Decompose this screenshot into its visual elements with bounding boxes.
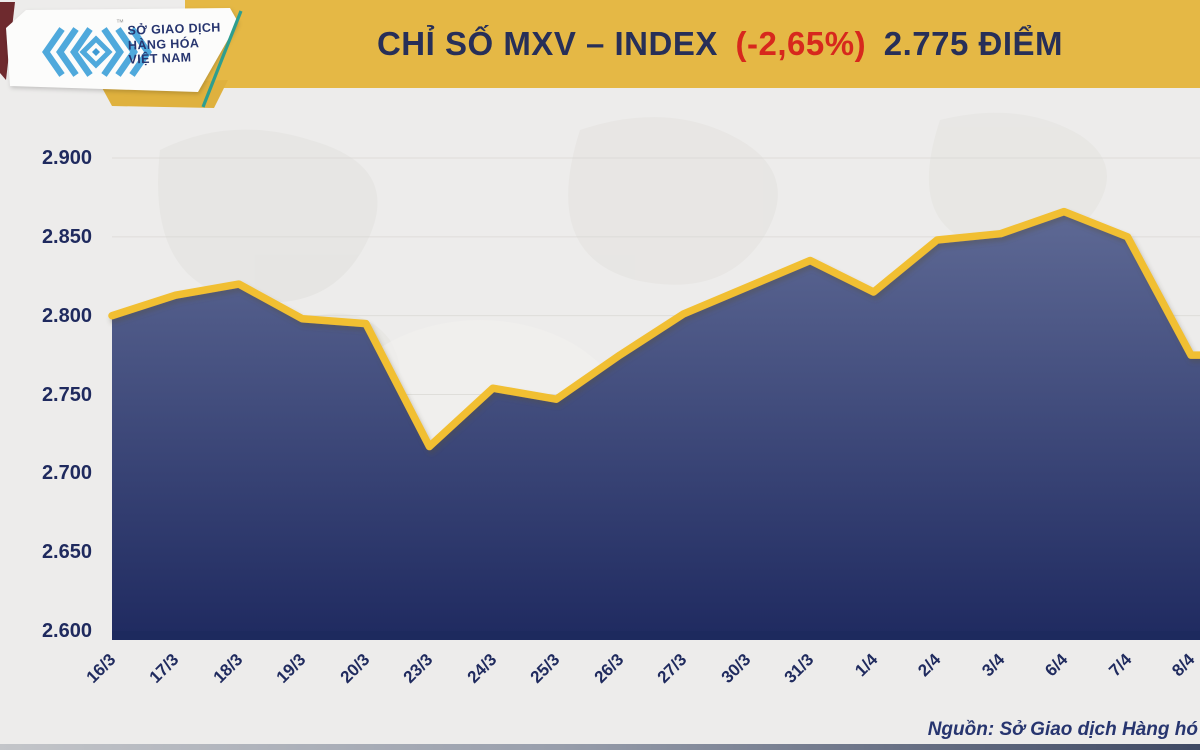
source-caption: Nguồn: Sở Giao dịch Hàng hó	[927, 719, 1198, 740]
trademark-symbol: ™	[115, 17, 125, 28]
title-text: CHỈ SỐ MXV – INDEX	[376, 25, 718, 62]
index-line	[108, 207, 1200, 451]
x-axis-baseline	[112, 631, 1200, 640]
y-axis-tick-label: 2.900	[41, 147, 92, 169]
y-axis-tick-label: 2.600	[41, 620, 92, 642]
y-axis-tick-label: 2.700	[41, 462, 92, 485]
header-banner: CHỈ SỐ MXV – INDEX (-2,65%) 2.775 ĐIỂM	[185, 0, 1200, 88]
page-title: CHỈ SỐ MXV – INDEX (-2,65%) 2.775 ĐIỂM	[377, 25, 1063, 63]
mxv-logo: ™ SỞ GIAO DỊCH HÀNG HÓA VIỆT NAM	[0, 0, 250, 115]
area-fill	[112, 211, 1200, 631]
logo-text: SỞ GIAO DỊCH HÀNG HÓA VIỆT NAM	[127, 20, 222, 67]
bottom-bar	[0, 744, 1200, 750]
y-axis-tick-label: 2.850	[41, 225, 92, 248]
title-points-value: 2.775 ĐIỂM	[883, 25, 1064, 62]
mxv-logo-icon	[42, 27, 152, 77]
teal-accent-line	[201, 10, 243, 108]
y-axis-tick-label: 2.800	[41, 304, 92, 327]
y-axis-tick-label: 2.650	[41, 541, 92, 564]
y-axis-tick-label: 2.750	[41, 383, 92, 406]
title-change-value: (-2,65%)	[735, 25, 867, 62]
